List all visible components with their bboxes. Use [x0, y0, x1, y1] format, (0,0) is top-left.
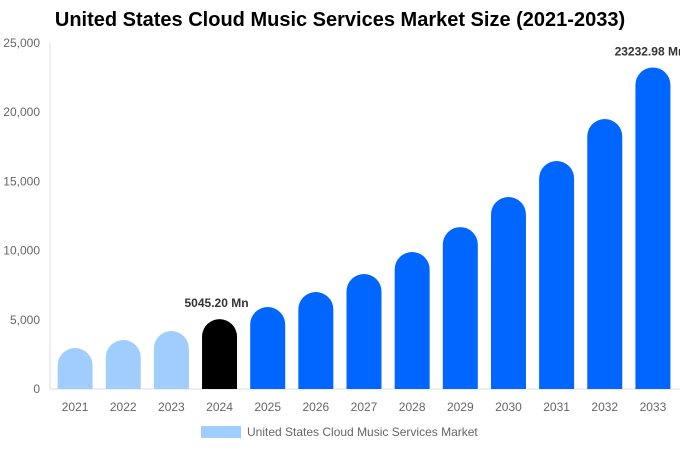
- x-tick-label: 2023: [158, 400, 185, 414]
- legend-swatch: [201, 426, 241, 438]
- bar-2029: [442, 227, 478, 389]
- y-tick-label: 15,000: [3, 174, 40, 188]
- y-tick-label: 5,000: [10, 313, 40, 327]
- x-tick-label: 2026: [302, 400, 329, 414]
- x-tick-label: 2033: [640, 400, 667, 414]
- x-tick-label: 2029: [447, 400, 474, 414]
- x-tick-label: 2022: [110, 400, 137, 414]
- bar-2026: [298, 291, 334, 389]
- bar-2025: [250, 306, 286, 389]
- bar-2030: [490, 197, 526, 389]
- x-tick-label: 2030: [495, 400, 522, 414]
- x-tick-label: 2028: [399, 400, 426, 414]
- x-tick-label: 2021: [62, 400, 89, 414]
- y-tick-label: 0: [33, 382, 40, 396]
- x-tick-label: 2024: [206, 400, 233, 414]
- bar-2023: [153, 331, 189, 389]
- x-tick-label: 2032: [591, 400, 618, 414]
- legend[interactable]: United States Cloud Music Services Marke…: [201, 425, 478, 439]
- data-label: 5045.20 Mn: [185, 296, 249, 310]
- data-label: 23232.98 Mn: [615, 44, 680, 58]
- legend-label: United States Cloud Music Services Marke…: [247, 425, 478, 439]
- bar-2031: [539, 161, 575, 389]
- y-tick-label: 25,000: [3, 36, 40, 50]
- bar-2032: [587, 118, 623, 389]
- chart-title: United States Cloud Music Services Marke…: [54, 9, 626, 31]
- y-tick-label: 20,000: [3, 105, 40, 119]
- x-tick-label: 2031: [543, 400, 570, 414]
- bar-2024: [202, 319, 238, 389]
- bar-2033: [635, 67, 671, 389]
- bar-2027: [346, 273, 382, 389]
- x-tick-label: 2027: [351, 400, 378, 414]
- y-tick-label: 10,000: [3, 244, 40, 258]
- bar-2028: [394, 251, 430, 389]
- bar-2021: [57, 348, 93, 389]
- bar-2022: [105, 340, 141, 389]
- x-tick-label: 2025: [254, 400, 281, 414]
